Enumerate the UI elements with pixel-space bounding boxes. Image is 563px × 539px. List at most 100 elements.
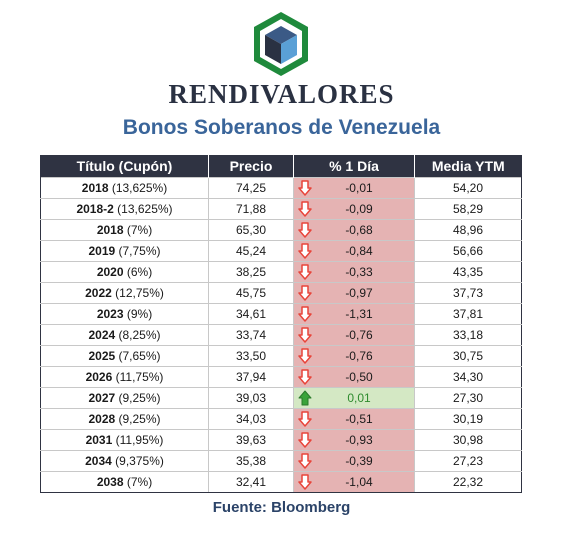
bond-year: 2027 [88,391,116,405]
change-value: 0,01 [347,391,371,405]
red-down-arrow-icon [298,201,312,217]
price-cell: 33,74 [208,324,294,346]
ytm-cell: 27,23 [414,450,522,472]
table-row: 2034 (9,375%) 35,38 -0,39 27,23 [40,450,522,472]
bond-title-cell: 2018 (7%) [40,219,209,241]
price-cell: 39,63 [208,429,294,451]
page-subtitle: Bonos Soberanos de Venezuela [122,116,441,139]
bond-title-cell: 2019 (7,75%) [40,240,209,262]
ytm-cell: 22,32 [414,471,522,493]
header-titulo: Título (Cupón) [40,155,209,178]
bond-title-cell: 2034 (9,375%) [40,450,209,472]
red-down-arrow-icon [298,180,312,196]
change-cell: -0,76 [293,345,415,367]
change-value: -0,76 [345,328,373,342]
ytm-cell: 27,30 [414,387,522,409]
red-down-arrow-icon [298,348,312,364]
bond-title-cell: 2023 (9%) [40,303,209,325]
change-cell: -0,97 [293,282,415,304]
change-value: -0,93 [345,433,373,447]
bond-title-cell: 2038 (7%) [40,471,209,493]
table-row: 2027 (9,25%) 39,03 0,01 27,30 [40,387,522,409]
table-row: 2018-2 (13,625%) 71,88 -0,09 58,29 [40,198,522,220]
table-header-row: Título (Cupón) Precio % 1 Día Media YTM [40,155,522,178]
bond-coupon: (7%) [123,223,153,237]
red-down-arrow-icon [298,264,312,280]
bond-coupon: (9,25%) [115,391,161,405]
red-down-arrow-icon [298,432,312,448]
change-cell: -0,76 [293,324,415,346]
red-down-arrow-icon [298,285,312,301]
bond-coupon: (6%) [123,265,153,279]
change-value: -0,68 [345,223,373,237]
red-down-arrow-icon [298,306,312,322]
bond-coupon: (7%) [123,475,153,489]
table-row: 2026 (11,75%) 37,94 -0,50 34,30 [40,366,522,388]
change-cell: -1,04 [293,471,415,493]
bond-coupon: (11,75%) [112,370,164,384]
bond-coupon: (9%) [123,307,153,321]
price-cell: 35,38 [208,450,294,472]
table-row: 2018 (13,625%) 74,25 -0,01 54,20 [40,177,522,199]
price-cell: 32,41 [208,471,294,493]
bond-coupon: (8,25%) [115,328,161,342]
bond-coupon: (9,25%) [115,412,161,426]
price-cell: 45,24 [208,240,294,262]
price-cell: 39,03 [208,387,294,409]
bond-year: 2020 [96,265,124,279]
bond-year: 2024 [88,328,116,342]
bond-year: 2018-2 [76,202,114,216]
hexagon-cube-logo [251,10,311,78]
ytm-cell: 30,98 [414,429,522,451]
bond-title-cell: 2028 (9,25%) [40,408,209,430]
bond-year: 2038 [96,475,124,489]
ytm-cell: 48,96 [414,219,522,241]
ytm-cell: 30,75 [414,345,522,367]
ytm-cell: 34,30 [414,366,522,388]
table-row: 2028 (9,25%) 34,03 -0,51 30,19 [40,408,522,430]
price-cell: 34,61 [208,303,294,325]
table-row: 2025 (7,65%) 33,50 -0,76 30,75 [40,345,522,367]
bond-coupon: (11,95%) [112,433,164,447]
price-cell: 33,50 [208,345,294,367]
bond-year: 2034 [85,454,112,468]
change-cell: -0,84 [293,240,415,262]
red-down-arrow-icon [298,243,312,259]
source-note: Fuente: Bloomberg [212,499,351,516]
change-value: -0,39 [345,454,373,468]
bond-year: 2023 [96,307,124,321]
bond-year: 2026 [85,370,113,384]
table-row: 2038 (7%) 32,41 -1,04 22,32 [40,471,522,493]
ytm-cell: 43,35 [414,261,522,283]
price-cell: 34,03 [208,408,294,430]
change-cell: -0,68 [293,219,415,241]
bond-year: 2025 [88,349,116,363]
change-cell: -0,09 [293,198,415,220]
bond-year: 2018 [96,223,124,237]
price-cell: 38,25 [208,261,294,283]
bond-title-cell: 2024 (8,25%) [40,324,209,346]
change-cell: -1,31 [293,303,415,325]
change-value: -1,04 [345,475,373,489]
header-media-ytm: Media YTM [414,155,522,178]
change-cell: -0,51 [293,408,415,430]
table-row: 2024 (8,25%) 33,74 -0,76 33,18 [40,324,522,346]
bond-year: 2019 [88,244,116,258]
ytm-cell: 54,20 [414,177,522,199]
change-value: -0,09 [345,202,373,216]
red-down-arrow-icon [298,453,312,469]
change-value: -0,50 [345,370,373,384]
change-cell: -0,33 [293,261,415,283]
bond-title-cell: 2020 (6%) [40,261,209,283]
table-row: 2023 (9%) 34,61 -1,31 37,81 [40,303,522,325]
table-row: 2022 (12,75%) 45,75 -0,97 37,73 [40,282,522,304]
bond-title-cell: 2027 (9,25%) [40,387,209,409]
green-up-arrow-icon [298,390,312,406]
change-cell: -0,93 [293,429,415,451]
change-value: -0,01 [345,181,373,195]
bond-year: 2028 [88,412,116,426]
table-row: 2019 (7,75%) 45,24 -0,84 56,66 [40,240,522,262]
red-down-arrow-icon [298,369,312,385]
red-down-arrow-icon [298,474,312,490]
header-cambio: % 1 Día [293,155,415,178]
